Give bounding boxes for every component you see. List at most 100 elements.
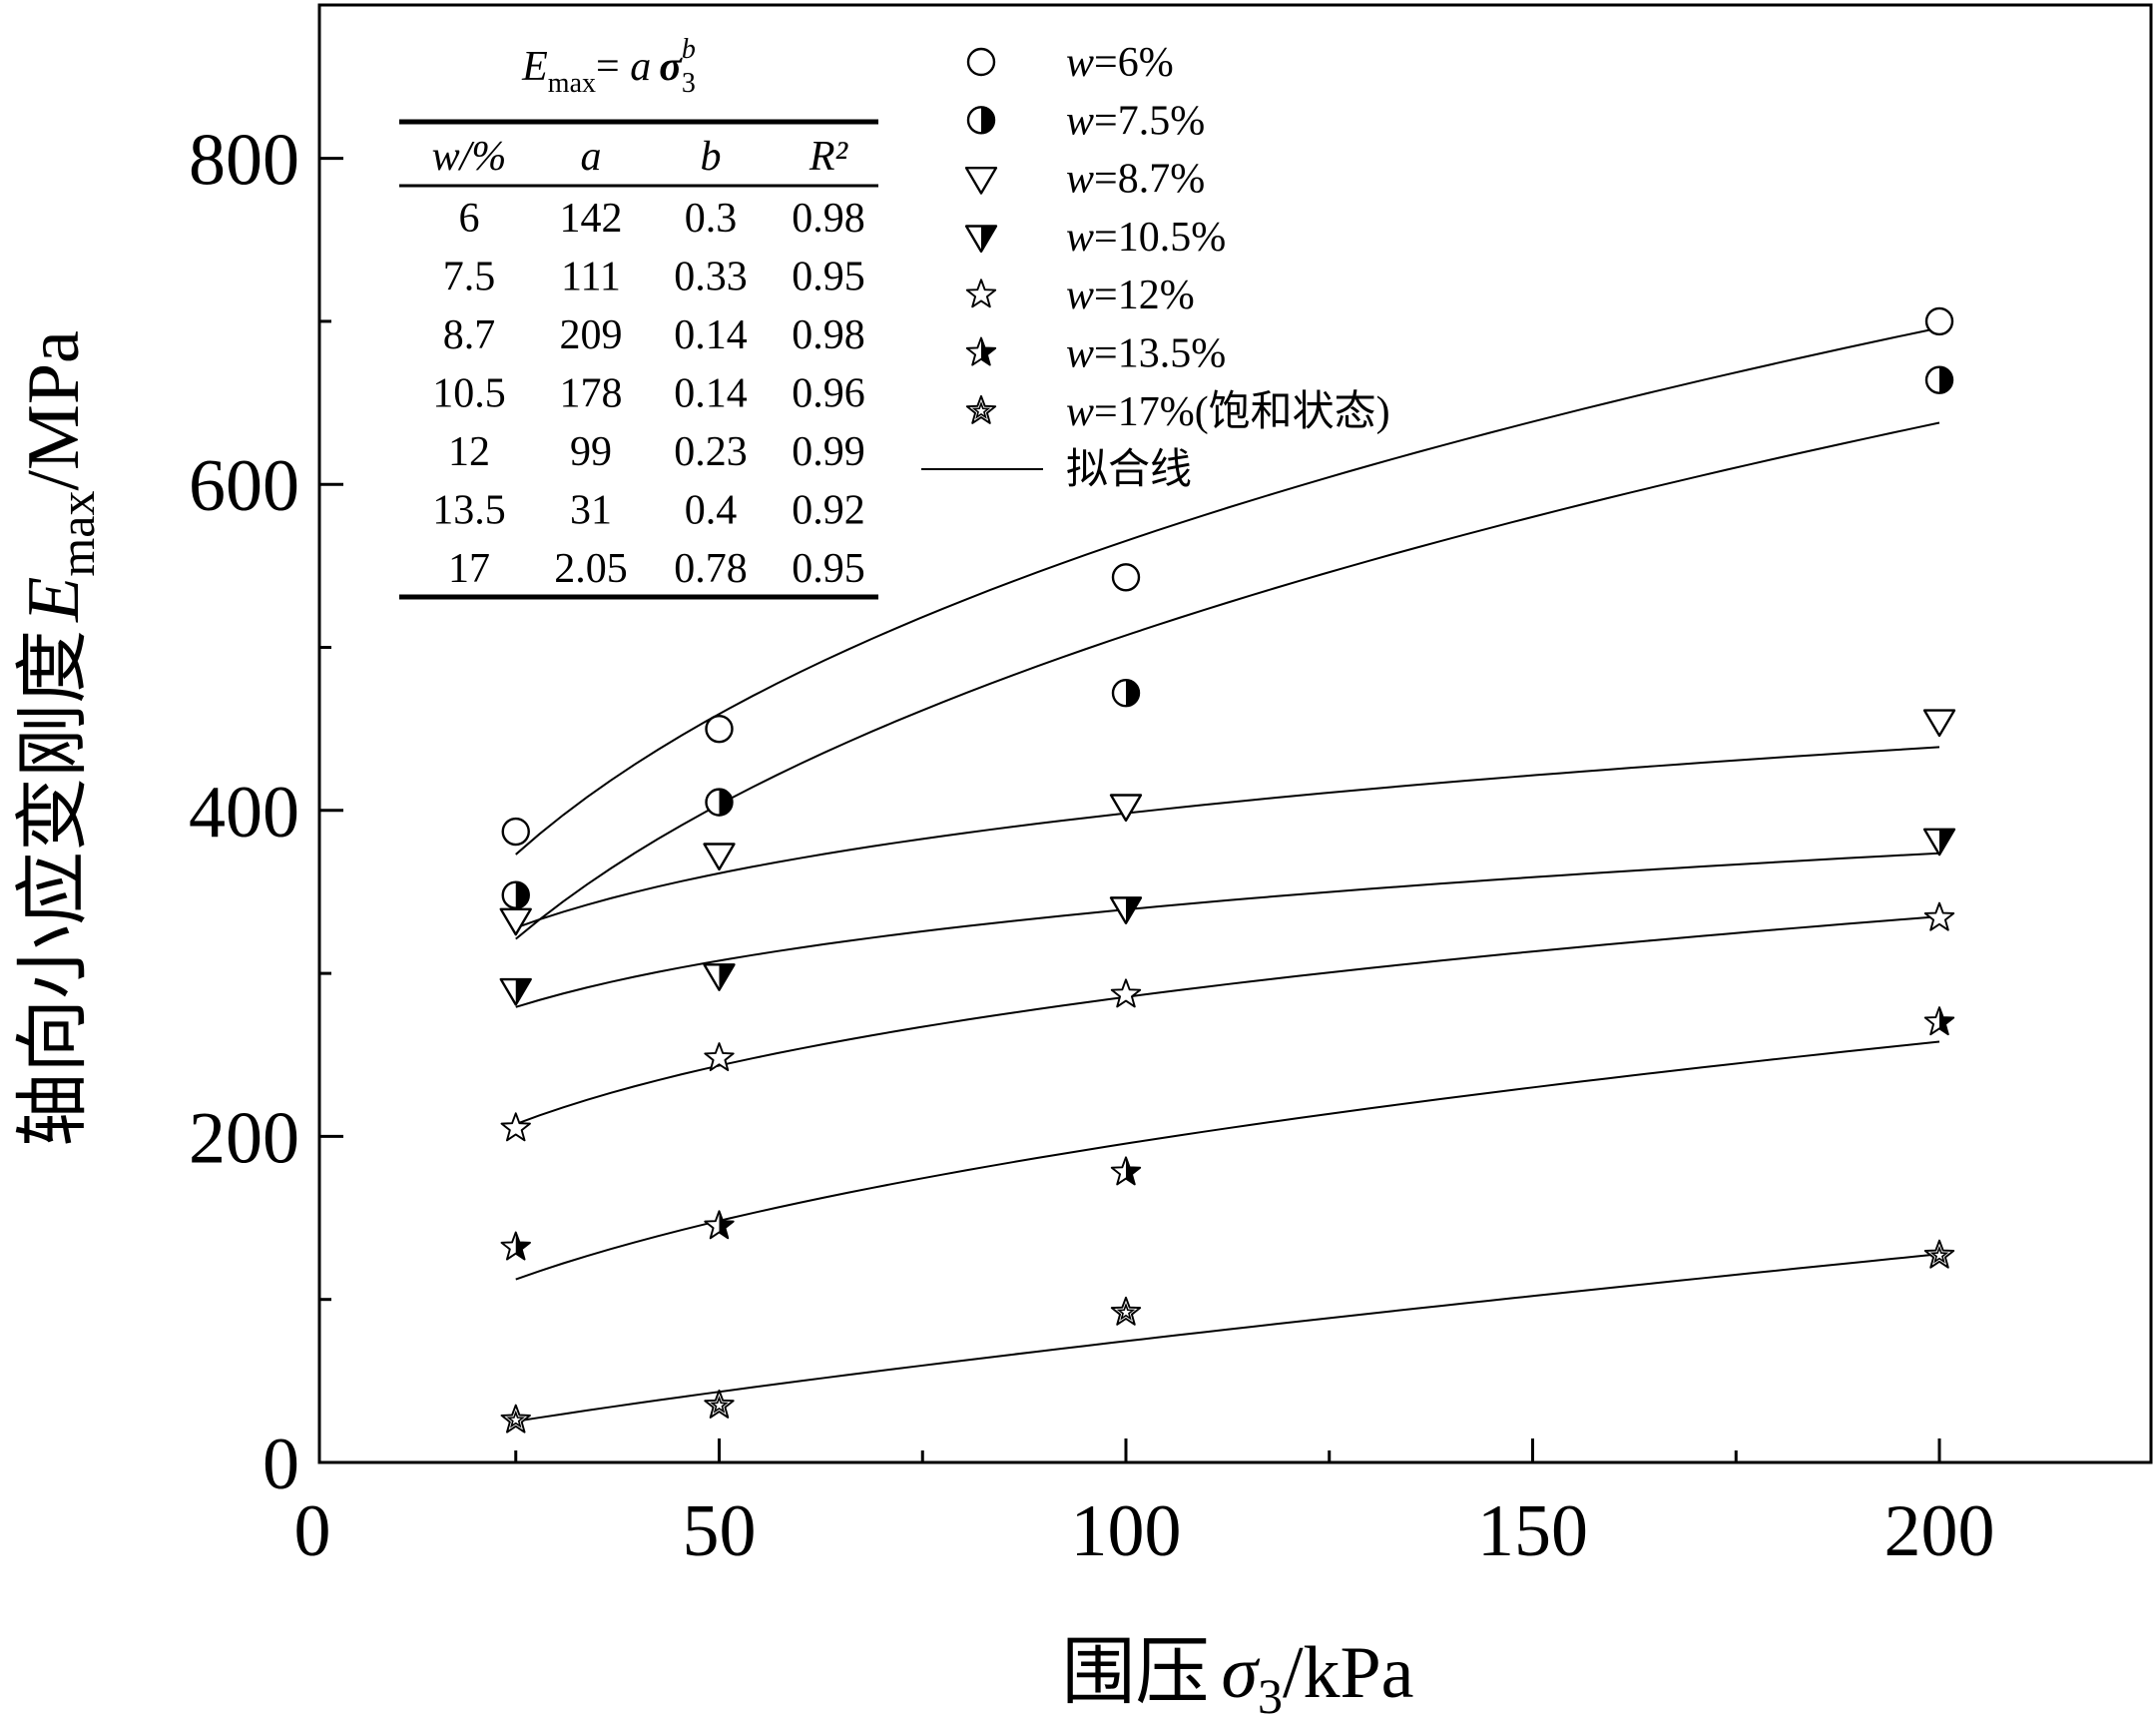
table-cell: 0.14 (674, 312, 748, 358)
table-cell: 0.78 (674, 546, 748, 592)
data-point (1109, 794, 1143, 823)
marker-star (704, 1389, 735, 1419)
table-cell: 0.4 (685, 488, 738, 534)
marker-star-inner (971, 401, 991, 419)
legend-label-value: =8.7% (1094, 157, 1205, 203)
marker-star (1110, 978, 1142, 1008)
table-cell: 0.98 (792, 196, 865, 242)
y-tick-label: 0 (263, 1424, 299, 1505)
legend-label-var: w (1066, 215, 1094, 261)
marker-star (1923, 1239, 1955, 1269)
formula-a: a (630, 44, 651, 90)
legend-label: w=8.7% (1066, 157, 1205, 203)
axis-ticks (319, 157, 1941, 1462)
x-axis-title-sub: 3 (1258, 1668, 1283, 1717)
legend-marker (964, 166, 998, 195)
legend-label: w=6% (1066, 40, 1174, 86)
data-point (704, 1210, 735, 1240)
data-point (1110, 1156, 1142, 1186)
legend-label-var: w (1066, 273, 1094, 318)
marker-circle-fill (719, 789, 733, 816)
data-point (703, 963, 736, 991)
formula-lhs: E (521, 44, 548, 90)
data-point (705, 788, 734, 817)
legend-label-value: =7.5% (1094, 98, 1205, 144)
table-formula: Emax= a σ3b (521, 34, 696, 99)
marker-circle (966, 47, 996, 77)
table-cell: 0.98 (792, 312, 865, 358)
marker-star (500, 1112, 531, 1142)
formula-eq: = (596, 44, 630, 90)
marker-star-fill (981, 337, 996, 365)
x-tick-label: 200 (1885, 1490, 1995, 1572)
marker-triangle (1109, 794, 1143, 823)
x-axis-title-symbol: σ (1221, 1632, 1260, 1714)
data-point (1923, 1239, 1955, 1269)
table-cell: 10.5 (432, 371, 506, 417)
fit-line (515, 1253, 1940, 1423)
marker-circle (501, 817, 530, 847)
table-cell: 8.7 (443, 312, 496, 358)
marker-star (500, 1404, 531, 1433)
fit-line (515, 1040, 1940, 1281)
marker-triangle-fill (719, 964, 735, 990)
table-cell: 0.95 (792, 255, 865, 300)
data-point (704, 1042, 735, 1072)
marker-circle (705, 714, 734, 744)
legend-label-value: =12% (1094, 273, 1195, 318)
table-cell: 0.96 (792, 371, 865, 417)
data-points (499, 306, 1956, 1433)
formula-sub: 3 (682, 68, 696, 99)
data-point (501, 817, 530, 847)
marker-triangle-fill (1939, 829, 1954, 856)
legend-label: w=12% (1066, 273, 1195, 318)
data-point (500, 1404, 531, 1433)
table-header-cell: R² (808, 134, 849, 180)
marker-star-fill (719, 1211, 734, 1239)
table-cell: 2.05 (554, 546, 628, 592)
data-point (1111, 563, 1141, 592)
y-tick-label: 200 (189, 1097, 299, 1179)
legend-label-var: w (1066, 389, 1094, 435)
marker-circle (1111, 563, 1141, 592)
y-axis-title: 轴向小应变刚度 Emax/MPa (13, 330, 105, 1147)
legend-label-var: w (1066, 98, 1094, 144)
data-point (1922, 828, 1956, 857)
marker-star-inner (1116, 1302, 1136, 1321)
legend-marker (966, 47, 996, 77)
plot-frame (317, 3, 2153, 1464)
table-cell: 7.5 (443, 255, 496, 300)
y-axis-title-sub: max (49, 491, 105, 577)
legend-marker (965, 336, 997, 366)
table-cell: 0.92 (792, 488, 865, 534)
table-header-cell: a (581, 134, 602, 180)
y-axis-title-suffix: /MPa (13, 330, 95, 490)
table-cell: 0.99 (792, 429, 865, 475)
table-header-cell: w/% (432, 134, 507, 180)
table-cell: 209 (560, 312, 623, 358)
legend-marker (966, 106, 996, 135)
table-cell: 31 (570, 488, 612, 534)
data-point (1924, 365, 1954, 394)
legend: w=6%w=7.5%w=8.7%w=10.5%w=12%w=13.5%w=17%… (964, 40, 1390, 435)
marker-star (965, 394, 997, 424)
fit-line (515, 852, 1940, 1008)
x-axis-title: 围压 σ3/kPa (1061, 1632, 1413, 1717)
fit-line (515, 915, 1940, 1125)
inset-table: Emax= a σ3b w/% a b R²6 142 0.3 0.987.5 111 0.33 0… (399, 34, 878, 600)
marker-star-fill (515, 1232, 530, 1260)
data-point (705, 714, 734, 744)
table-header-cell: b (701, 134, 722, 180)
marker-triangle (964, 166, 998, 195)
y-axis-title-symbol: E (13, 577, 95, 623)
data-point (1110, 1296, 1142, 1326)
x-tick-label: 100 (1071, 1490, 1182, 1572)
marker-star (965, 279, 997, 308)
marker-star-fill (1126, 1157, 1141, 1185)
legend-marker (964, 225, 998, 254)
legend-label: w=10.5% (1066, 215, 1226, 261)
marker-circle-fill (515, 881, 529, 908)
data-point (1923, 1006, 1955, 1036)
table-cell: 6 (459, 196, 480, 242)
fit-line (515, 421, 1940, 940)
